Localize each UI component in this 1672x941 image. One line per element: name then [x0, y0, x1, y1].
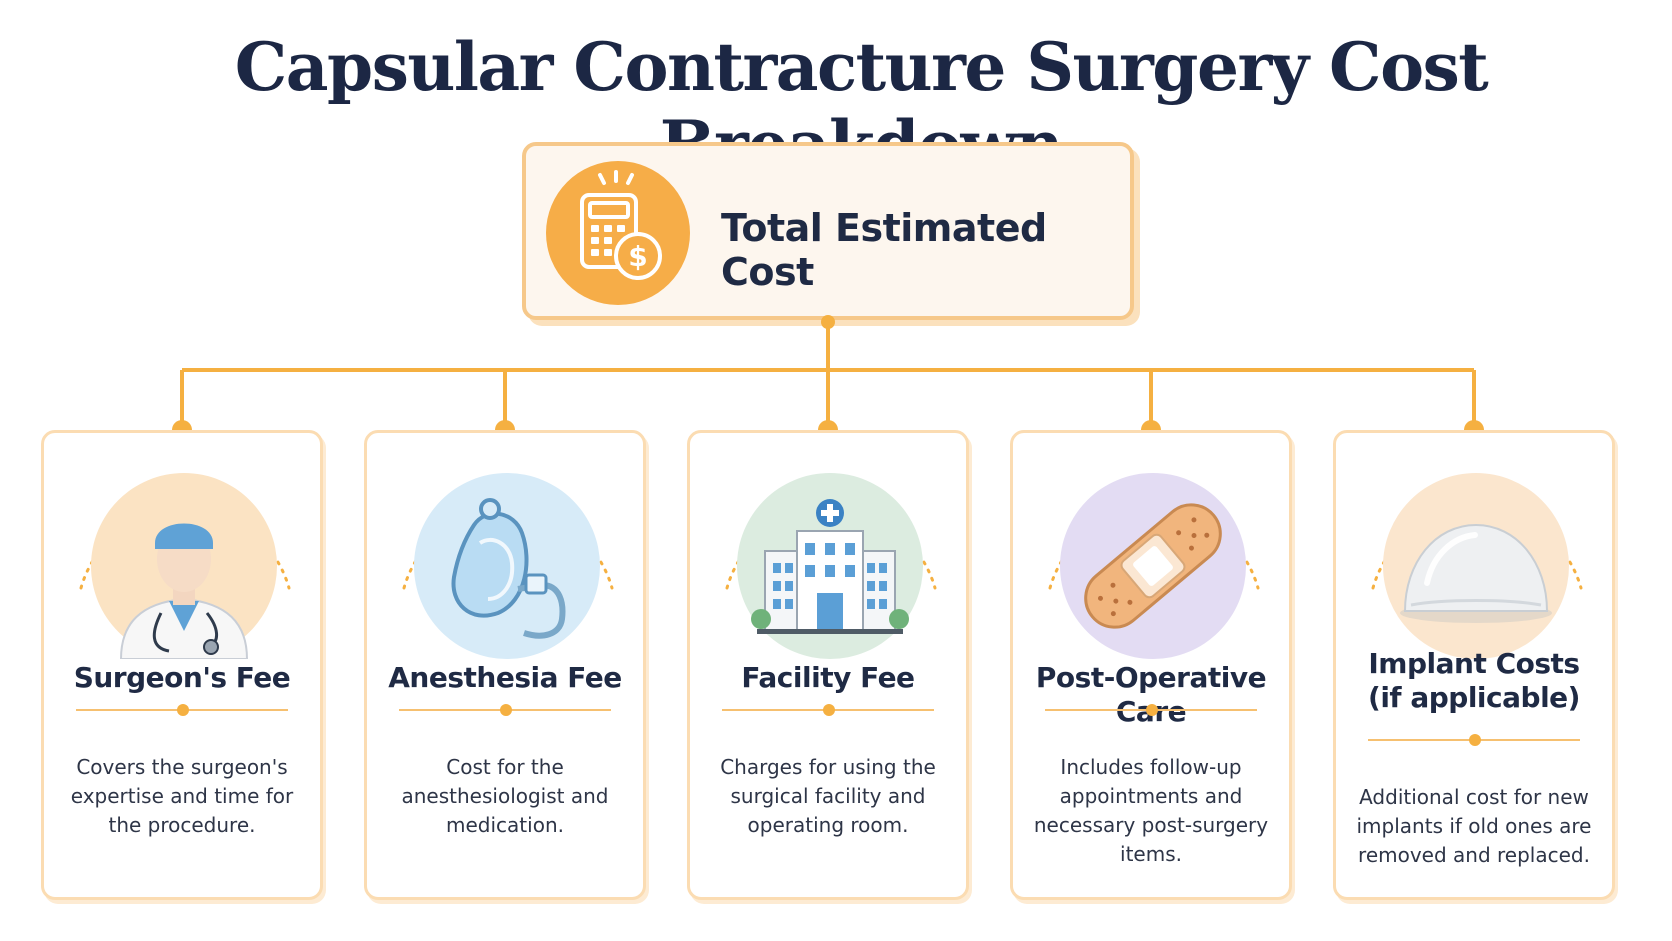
card-title: Implant Costs (if applicable)	[1368, 647, 1580, 714]
total-cost-box: $ Total Estimated Cost	[522, 142, 1134, 320]
card-description: Charges for using the surgical facility …	[720, 755, 936, 837]
card-description: Additional cost for new implants if old …	[1356, 785, 1592, 867]
anesthesia-mask-icon	[414, 473, 600, 659]
card-description: Includes follow-up appointments and nece…	[1033, 755, 1269, 866]
card-title: Surgeon's Fee	[73, 661, 291, 694]
divider-dot	[177, 704, 189, 716]
cost-card-post-op: Post-Operative Care Includes follow-up a…	[1010, 430, 1292, 900]
card-title: Facility Fee	[741, 661, 915, 694]
total-cost-label: Total Estimated Cost	[721, 206, 1047, 294]
cost-card-anesthesia: Anesthesia Fee Cost for the anesthesiolo…	[364, 430, 646, 900]
hospital-building-icon	[737, 473, 923, 659]
bandage-icon	[1060, 473, 1246, 659]
svg-text:$: $	[628, 240, 647, 273]
card-description: Cost for the anesthesiologist and medica…	[401, 755, 609, 837]
divider-dot	[823, 704, 835, 716]
cost-card-implant: Implant Costs (if applicable) Additional…	[1333, 430, 1615, 900]
divider-dot	[1146, 704, 1158, 716]
implant-icon	[1383, 473, 1569, 659]
cost-card-facility: Facility Fee Charges for using the surgi…	[687, 430, 969, 900]
card-description: Covers the surgeon's expertise and time …	[70, 755, 294, 837]
divider-dot	[1469, 734, 1481, 746]
calculator-dollar-icon: $	[546, 161, 690, 305]
card-title: Post-Operative Care	[1035, 661, 1267, 728]
card-title: Anesthesia Fee	[388, 661, 622, 694]
surgeon-icon	[91, 473, 277, 660]
divider-dot	[500, 704, 512, 716]
cost-card-surgeon: Surgeon's Fee Covers the surgeon's exper…	[41, 430, 323, 900]
